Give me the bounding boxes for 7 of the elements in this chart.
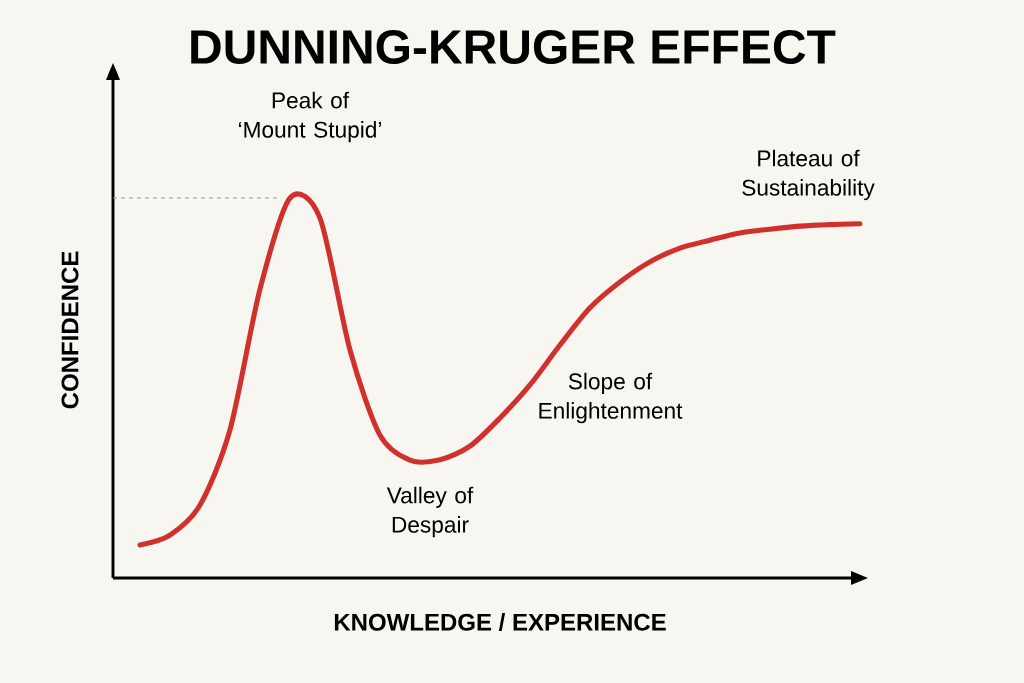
- annotation: Slope of Enlightenment: [539, 372, 683, 424]
- chart-title: DUNNING-KRUGER EFFECT: [191, 30, 836, 64]
- annotation: Valley of Despair: [386, 486, 474, 538]
- x-axis-title: KNOWLEDGE / EXPERIENCE: [334, 613, 666, 631]
- annotation: Plateau of Sustainability: [742, 149, 875, 201]
- text: Peak of ‘Mount Stupid’: [238, 91, 382, 143]
- y-axis-title: CONFIDENCE: [61, 251, 79, 409]
